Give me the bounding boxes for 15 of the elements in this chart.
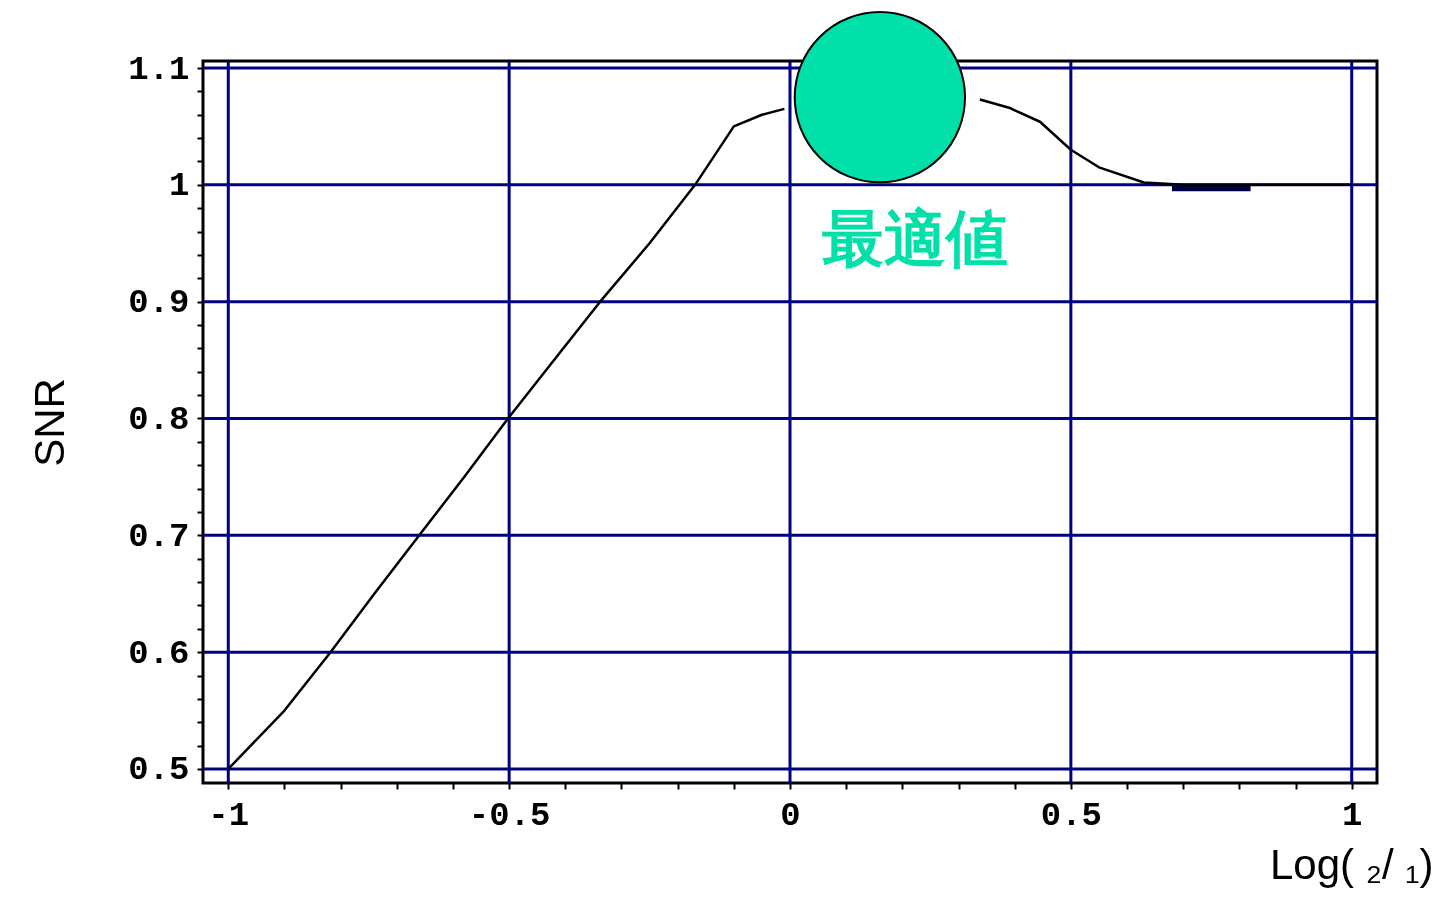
x-tick-label: -0.5 — [468, 796, 551, 835]
x-tick-label: 1 — [1342, 796, 1363, 835]
x-tick-label: 0 — [780, 796, 801, 835]
y-tick-label: 0.8 — [128, 401, 190, 439]
y-axis-title: SNR — [26, 378, 74, 467]
x-axis-title: Log( ₂/ ₁) — [1269, 840, 1434, 888]
y-tick-label: 0.7 — [128, 517, 190, 556]
y-tick-label: 1.1 — [128, 50, 190, 89]
x-tick-label: 0.5 — [1040, 796, 1102, 835]
y-tick-label: 0.5 — [128, 751, 190, 790]
y-tick-label: 1 — [169, 167, 190, 206]
x-tick-label: -1 — [208, 796, 250, 835]
y-tick-label: 0.9 — [128, 284, 190, 323]
annotation: 最適値 — [822, 202, 1008, 275]
y-tick-label: 0.6 — [128, 634, 190, 673]
